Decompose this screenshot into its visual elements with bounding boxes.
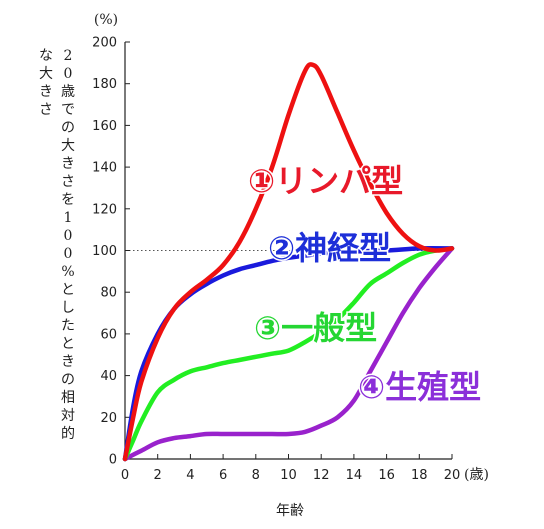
x-unit-label: (歳) [464, 467, 489, 483]
y-tick-label: 140 [92, 161, 117, 176]
series-guide-line [124, 247, 453, 460]
x-tick-label: 10 [280, 468, 297, 483]
series-guide-line [124, 247, 453, 460]
x-tick-label: 4 [186, 468, 194, 483]
x-tick-label: 8 [252, 468, 260, 483]
series-name-label: ③一般型 [254, 309, 377, 347]
y-tick-label: 60 [100, 327, 117, 342]
series-guide-line [124, 248, 453, 460]
y-axis-title: 2 0 歳での大きさを 1 0 0 %としたときの相対的な大きさ [39, 48, 75, 442]
x-tick-label: 20 [444, 468, 461, 483]
series-name-label: ①リンパ型 [248, 162, 403, 200]
x-tick-label: 6 [219, 468, 227, 483]
series-line [122, 246, 455, 462]
y-tick-label: 120 [92, 202, 117, 217]
x-tick-label: 18 [411, 468, 428, 483]
y-tick-label: 80 [100, 286, 117, 301]
x-axis-title: 年齢 [276, 503, 304, 519]
series-name-label: ④生殖型 [358, 368, 481, 406]
y-tick-label: 160 [92, 119, 117, 134]
y-tick-label: 20 [100, 411, 117, 426]
y-tick-label: 0 [109, 453, 117, 468]
x-tick-label: 2 [154, 468, 162, 483]
x-tick-label: 14 [346, 468, 363, 483]
series-line [122, 246, 455, 462]
series-name-label: ②神経型 [268, 229, 391, 267]
series-line [122, 62, 455, 462]
x-tick-label: 12 [313, 468, 330, 483]
y-tick-label: 40 [100, 369, 117, 384]
y-tick-label: 200 [92, 36, 117, 51]
x-tick-label: 16 [378, 468, 395, 483]
y-unit-label: (%) [94, 12, 118, 28]
series-line [122, 246, 455, 462]
y-tick-label: 100 [92, 244, 117, 259]
x-tick-label: 0 [121, 468, 129, 483]
y-tick-label: 180 [92, 77, 117, 92]
